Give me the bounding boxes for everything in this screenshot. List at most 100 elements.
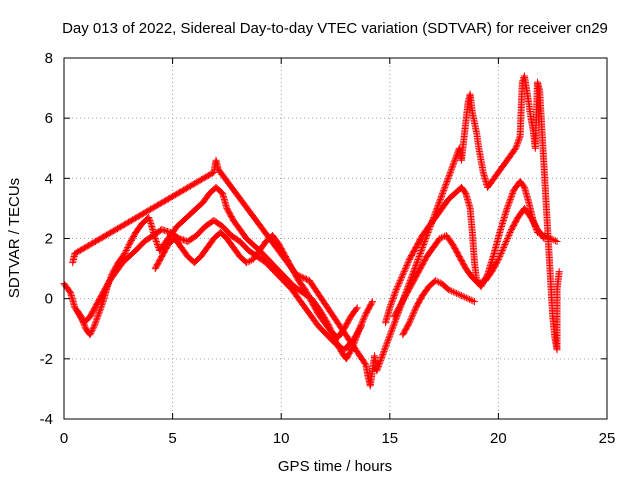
data-point bbox=[382, 341, 390, 349]
data-point bbox=[386, 304, 394, 312]
data-point bbox=[436, 195, 444, 203]
data-point bbox=[551, 237, 559, 245]
data-point bbox=[435, 278, 443, 286]
data-point bbox=[96, 307, 104, 315]
data-point bbox=[430, 213, 438, 221]
series-track-2 bbox=[73, 216, 366, 354]
data-point bbox=[548, 235, 556, 243]
data-point bbox=[454, 290, 462, 298]
data-point bbox=[506, 228, 514, 236]
data-point bbox=[92, 317, 100, 325]
data-point bbox=[96, 305, 104, 313]
data-point bbox=[375, 361, 383, 369]
data-point bbox=[416, 251, 424, 259]
data-point bbox=[178, 236, 186, 244]
data-point bbox=[415, 254, 423, 262]
data-point bbox=[507, 227, 515, 235]
data-point bbox=[374, 364, 382, 372]
data-point bbox=[361, 311, 369, 319]
x-tick-label: 20 bbox=[490, 430, 507, 447]
data-point bbox=[95, 308, 103, 316]
data-point bbox=[145, 215, 153, 223]
data-point bbox=[294, 271, 302, 279]
data-point bbox=[398, 272, 406, 280]
data-point bbox=[397, 302, 405, 310]
data-point bbox=[360, 314, 368, 322]
data-point bbox=[505, 198, 513, 206]
data-point bbox=[467, 296, 475, 304]
data-point bbox=[435, 198, 443, 206]
data-point bbox=[476, 279, 484, 287]
data-point bbox=[164, 227, 172, 235]
data-point bbox=[406, 277, 414, 285]
data-point bbox=[395, 308, 403, 316]
data-point bbox=[402, 263, 410, 271]
data-point bbox=[507, 192, 515, 200]
data-point bbox=[352, 305, 360, 313]
data-point bbox=[292, 271, 300, 279]
data-point bbox=[376, 359, 384, 367]
data-point bbox=[386, 331, 394, 339]
data-point bbox=[408, 272, 416, 280]
data-point bbox=[392, 314, 400, 322]
data-point bbox=[373, 367, 381, 375]
data-point bbox=[358, 322, 366, 330]
data-point bbox=[431, 210, 439, 218]
data-point bbox=[426, 224, 434, 232]
data-point bbox=[390, 292, 398, 300]
data-point bbox=[430, 212, 438, 220]
data-point bbox=[441, 182, 449, 190]
data-point bbox=[381, 344, 389, 352]
data-point bbox=[392, 286, 400, 294]
data-point bbox=[376, 358, 384, 366]
data-point bbox=[449, 162, 457, 170]
data-point bbox=[464, 295, 472, 303]
data-point bbox=[383, 338, 391, 346]
data-point bbox=[459, 292, 467, 300]
data-point bbox=[407, 314, 415, 322]
data-point bbox=[442, 179, 450, 187]
y-axis-label: SDTVAR / TECUs bbox=[6, 178, 23, 298]
data-point bbox=[495, 254, 503, 262]
data-point bbox=[440, 186, 448, 194]
data-point bbox=[424, 230, 432, 238]
data-point bbox=[436, 235, 444, 242]
data-point bbox=[409, 311, 417, 319]
y-tick-label: 0 bbox=[45, 291, 53, 308]
data-point bbox=[383, 340, 391, 348]
data-point bbox=[421, 236, 429, 244]
y-tick-label: 6 bbox=[45, 110, 53, 127]
x-tick-label: 5 bbox=[168, 430, 176, 447]
data-point bbox=[396, 278, 404, 286]
data-point bbox=[411, 305, 419, 313]
data-point bbox=[87, 329, 95, 337]
data-point bbox=[403, 286, 411, 294]
data-point bbox=[451, 156, 459, 164]
data-point bbox=[422, 235, 430, 242]
data-point bbox=[444, 174, 452, 182]
data-point bbox=[91, 320, 99, 328]
data-point bbox=[498, 247, 506, 255]
data-point bbox=[434, 201, 442, 209]
data-point bbox=[397, 275, 405, 283]
data-point bbox=[418, 244, 426, 252]
data-point bbox=[393, 284, 401, 292]
axis-ticks bbox=[63, 57, 608, 420]
data-point bbox=[401, 266, 409, 274]
data-point bbox=[450, 158, 458, 166]
data-point bbox=[388, 326, 396, 334]
data-point bbox=[404, 283, 412, 291]
data-point bbox=[402, 287, 410, 295]
data-point bbox=[447, 165, 455, 173]
data-point bbox=[403, 284, 411, 292]
data-point bbox=[425, 225, 433, 233]
data-point bbox=[411, 265, 419, 273]
data-point bbox=[448, 164, 456, 172]
y-tick-label: -4 bbox=[40, 411, 53, 428]
data-point bbox=[387, 328, 395, 336]
data-point bbox=[400, 293, 408, 301]
data-point bbox=[361, 360, 369, 368]
data-point bbox=[152, 238, 160, 246]
data-point bbox=[456, 291, 464, 299]
